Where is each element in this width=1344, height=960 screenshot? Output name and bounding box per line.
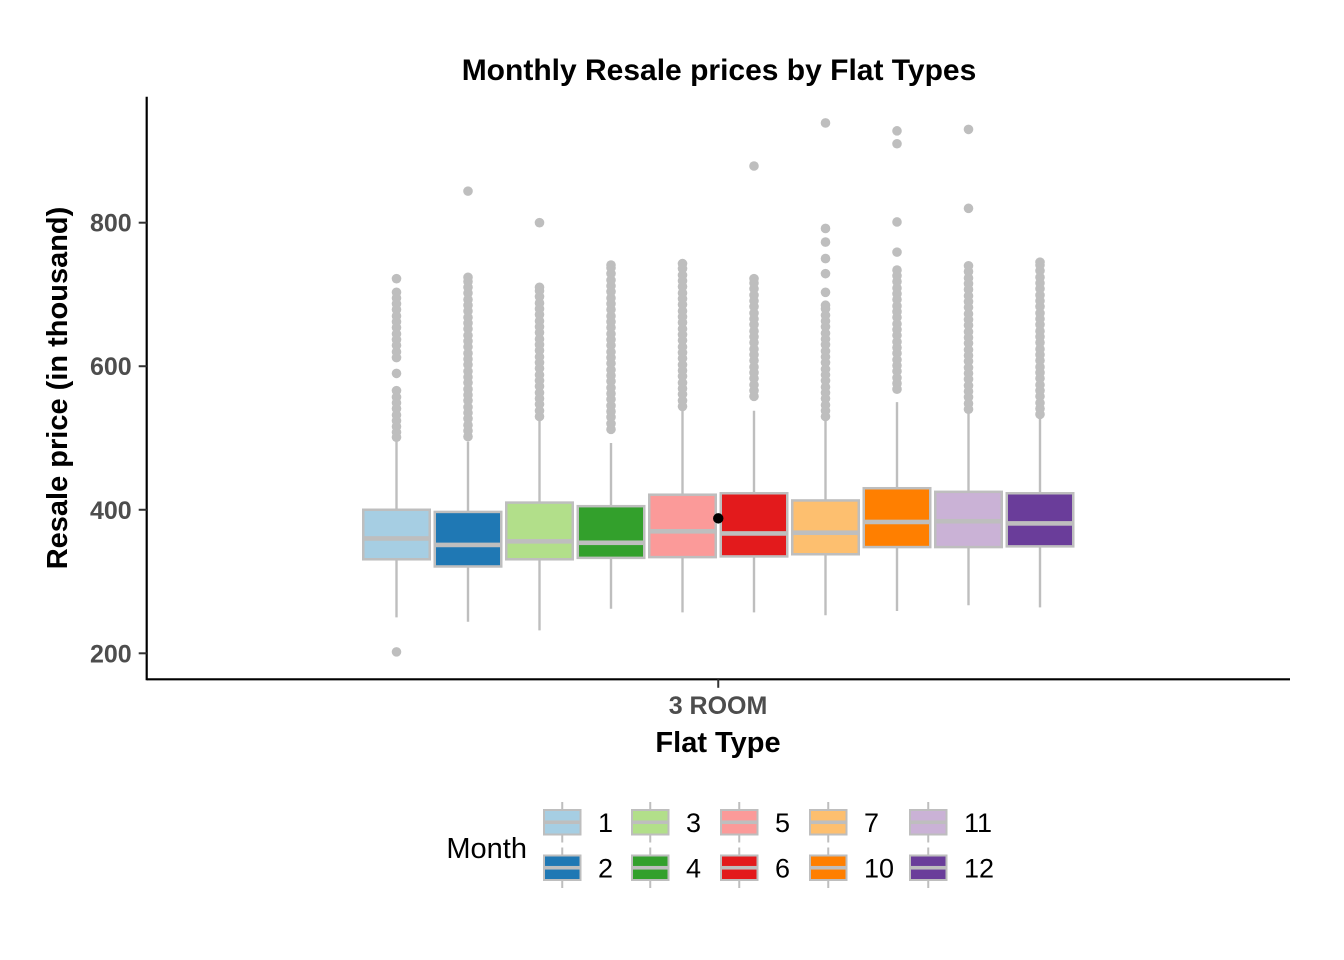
legend-label-month-10: 10 <box>864 854 894 884</box>
median-month-3 <box>506 539 573 544</box>
outlier-dot-month-7 <box>820 300 831 311</box>
legend-key-median-2 <box>544 865 581 870</box>
outlier-dot-month-7 <box>820 118 831 128</box>
outlier-dot-month-2 <box>463 186 473 196</box>
legend-key-median-11 <box>910 820 947 825</box>
legend-key-median-4 <box>632 865 669 870</box>
legend-key-median-6 <box>721 865 758 870</box>
outlier-dot-month-7 <box>820 237 831 247</box>
outlier-dot-month-7 <box>820 223 831 234</box>
legend-key-median-10 <box>810 865 847 870</box>
median-month-6 <box>720 531 788 536</box>
outlier-dot-month-3 <box>534 282 545 293</box>
box-month-3 <box>505 501 574 561</box>
x-axis-title: Flat Type <box>655 727 780 759</box>
outlier-dot-month-12 <box>1035 257 1045 267</box>
outlier-dot-month-6 <box>749 273 759 284</box>
y-tick-label: 800 <box>90 210 132 238</box>
median-month-10 <box>863 519 931 525</box>
median-month-5 <box>649 528 716 534</box>
legend-key-median-3 <box>632 820 669 825</box>
y-tick-label: 400 <box>90 497 132 525</box>
chart-title: Monthly Resale prices by Flat Types <box>462 54 977 87</box>
box-month-10 <box>862 486 932 549</box>
outlier-dot-month-1 <box>391 647 402 657</box>
outlier-dot-month-7 <box>820 287 831 298</box>
legend-label-month-5: 5 <box>775 808 790 838</box>
outlier-dot-month-10 <box>892 217 902 227</box>
legend-label-month-6: 6 <box>775 854 790 884</box>
box-month-1 <box>362 508 431 561</box>
legend-label-month-11: 11 <box>964 808 992 838</box>
legend-key-median-5 <box>721 820 758 825</box>
outlier-dot-month-1 <box>391 273 402 284</box>
legend-key-median-1 <box>544 820 581 825</box>
median-month-7 <box>792 530 859 536</box>
median-month-1 <box>363 536 430 541</box>
y-axis-title: Resale price (in thousand) <box>42 207 74 570</box>
legend-title: Month <box>446 833 527 865</box>
outlier-dot-month-10 <box>892 126 902 136</box>
legend-label-month-7: 7 <box>864 808 879 838</box>
box-month-5 <box>648 493 717 559</box>
y-tick-label: 600 <box>90 353 132 381</box>
legend-label-month-4: 4 <box>686 854 701 884</box>
outlier-dot-month-1 <box>391 287 402 298</box>
box-month-12 <box>1005 492 1075 548</box>
outlier-dot-month-10 <box>892 138 902 149</box>
outlier-dot-month-10 <box>892 247 902 257</box>
legend-label-month-2: 2 <box>598 854 613 884</box>
outlier-dot-month-6 <box>749 161 759 171</box>
outlier-dot-month-10 <box>892 265 902 275</box>
x-tick-label: 3 ROOM <box>669 692 768 720</box>
outlier-dot-month-4 <box>606 260 616 270</box>
outlier-dot-month-11 <box>963 203 974 214</box>
outlier-dot-month-5 <box>677 258 688 269</box>
median-month-2 <box>434 542 502 548</box>
median-month-4 <box>577 540 645 546</box>
outlier-dot-month-11 <box>963 260 974 271</box>
outlier-dot-month-2 <box>463 272 473 283</box>
outlier-dot-month-1 <box>391 368 402 379</box>
box-month-7 <box>791 499 860 556</box>
legend-label-month-3: 3 <box>686 808 701 838</box>
median-month-11 <box>935 518 1002 524</box>
outlier-dot-month-3 <box>534 217 545 228</box>
median-month-12 <box>1006 521 1074 526</box>
outlier-dot-month-7 <box>820 253 831 264</box>
legend-key-median-7 <box>810 820 847 825</box>
black-outlier-point <box>713 513 724 524</box>
outlier-dot-month-1 <box>391 385 402 396</box>
legend-key-median-12 <box>910 865 947 870</box>
y-tick-label: 200 <box>90 640 132 668</box>
box-month-2 <box>433 510 503 568</box>
box-month-6 <box>719 492 789 558</box>
outlier-dot-month-7 <box>820 268 831 279</box>
legend-label-month-12: 12 <box>964 854 994 884</box>
legend-label-month-1: 1 <box>598 808 613 838</box>
outlier-dot-month-11 <box>963 124 974 135</box>
box-month-4 <box>576 504 646 560</box>
